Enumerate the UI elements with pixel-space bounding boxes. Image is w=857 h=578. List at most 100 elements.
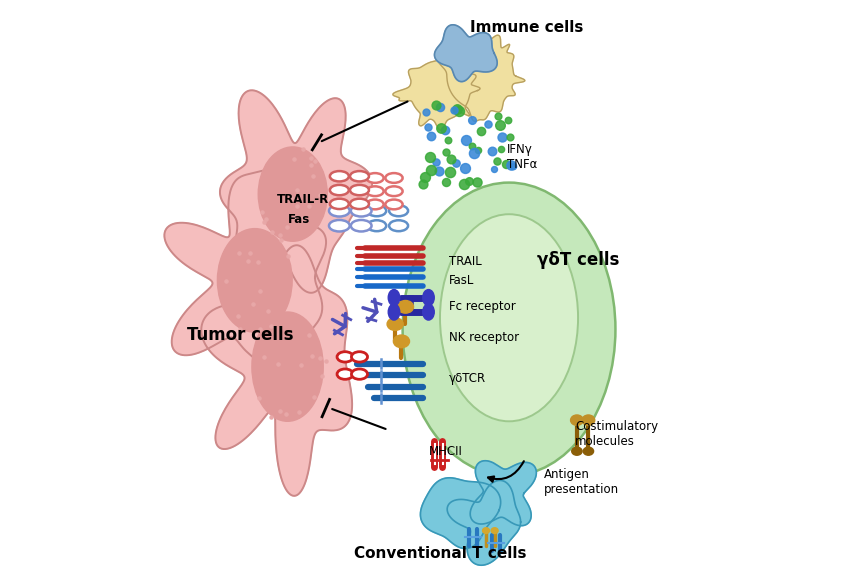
Ellipse shape [386, 173, 403, 183]
Polygon shape [437, 32, 524, 121]
Ellipse shape [491, 528, 498, 533]
Point [470, 145, 484, 154]
Text: IFNγ
TNFα: IFNγ TNFα [506, 143, 537, 171]
Point [470, 177, 484, 186]
Point [421, 123, 434, 132]
Point [423, 152, 436, 161]
Ellipse shape [329, 220, 350, 231]
Point [482, 120, 495, 129]
Text: Tumor cells: Tumor cells [187, 326, 293, 344]
Point [424, 165, 438, 175]
Ellipse shape [368, 220, 387, 231]
Ellipse shape [252, 312, 323, 421]
Ellipse shape [572, 447, 582, 455]
Ellipse shape [351, 351, 368, 362]
Ellipse shape [389, 205, 408, 216]
Point [462, 177, 476, 186]
Point [438, 126, 452, 135]
Point [419, 108, 433, 117]
Text: MHCII: MHCII [428, 444, 463, 458]
Text: Costimulatory
molecules: Costimulatory molecules [575, 420, 658, 448]
Ellipse shape [337, 369, 353, 379]
Point [494, 144, 508, 154]
Point [465, 142, 479, 151]
Text: γδT cells: γδT cells [536, 251, 620, 269]
Polygon shape [447, 480, 520, 565]
Ellipse shape [330, 185, 349, 195]
Ellipse shape [388, 304, 399, 320]
Point [452, 106, 466, 116]
Ellipse shape [584, 447, 594, 455]
Point [443, 168, 457, 177]
Ellipse shape [389, 220, 408, 231]
Point [465, 116, 479, 125]
Point [459, 135, 473, 144]
Point [434, 124, 448, 133]
Ellipse shape [351, 369, 368, 379]
Point [490, 156, 504, 165]
Point [441, 136, 455, 145]
Text: TRAIL: TRAIL [448, 255, 482, 268]
Ellipse shape [388, 290, 399, 306]
Point [505, 161, 518, 170]
Point [417, 179, 430, 188]
Polygon shape [393, 49, 480, 130]
Text: TRAIL-R: TRAIL-R [277, 193, 329, 206]
Point [495, 132, 509, 142]
Ellipse shape [386, 199, 403, 209]
Text: NK receptor: NK receptor [448, 331, 518, 344]
Ellipse shape [423, 290, 434, 306]
Ellipse shape [367, 186, 384, 196]
Point [429, 101, 443, 110]
Ellipse shape [258, 147, 327, 241]
Ellipse shape [330, 199, 349, 209]
Ellipse shape [398, 301, 414, 313]
Point [467, 149, 481, 158]
Point [485, 147, 499, 156]
Ellipse shape [350, 171, 369, 181]
Point [458, 163, 471, 172]
Point [428, 157, 442, 166]
Point [440, 177, 453, 187]
Point [418, 172, 432, 181]
Polygon shape [201, 245, 352, 496]
Text: Immune cells: Immune cells [470, 20, 583, 35]
Text: Conventional T cells: Conventional T cells [354, 546, 526, 561]
Ellipse shape [329, 205, 350, 217]
Point [494, 121, 507, 130]
Polygon shape [434, 25, 497, 81]
Point [500, 159, 513, 168]
Polygon shape [470, 461, 536, 525]
Ellipse shape [403, 183, 615, 476]
Ellipse shape [337, 351, 353, 362]
Text: γδTCR: γδTCR [448, 372, 486, 385]
Point [503, 132, 517, 142]
Ellipse shape [393, 335, 410, 348]
Text: FasL: FasL [448, 274, 474, 287]
Point [433, 103, 446, 112]
Point [433, 166, 446, 175]
Text: Fc receptor: Fc receptor [448, 300, 515, 313]
Polygon shape [220, 90, 372, 293]
Point [451, 104, 464, 113]
Ellipse shape [387, 318, 403, 331]
Ellipse shape [351, 220, 372, 231]
Ellipse shape [367, 173, 384, 183]
Ellipse shape [423, 304, 434, 320]
Ellipse shape [582, 415, 595, 425]
Ellipse shape [367, 199, 384, 209]
Ellipse shape [386, 186, 403, 196]
Point [445, 155, 458, 164]
Point [439, 148, 452, 157]
Ellipse shape [482, 528, 489, 533]
Point [506, 161, 520, 171]
Ellipse shape [330, 171, 349, 181]
Polygon shape [165, 170, 326, 380]
Text: Antigen
presentation: Antigen presentation [543, 468, 619, 496]
Ellipse shape [350, 199, 369, 209]
Ellipse shape [440, 214, 578, 421]
Ellipse shape [218, 229, 292, 332]
Ellipse shape [571, 415, 584, 425]
Point [458, 180, 471, 189]
Point [474, 126, 488, 135]
